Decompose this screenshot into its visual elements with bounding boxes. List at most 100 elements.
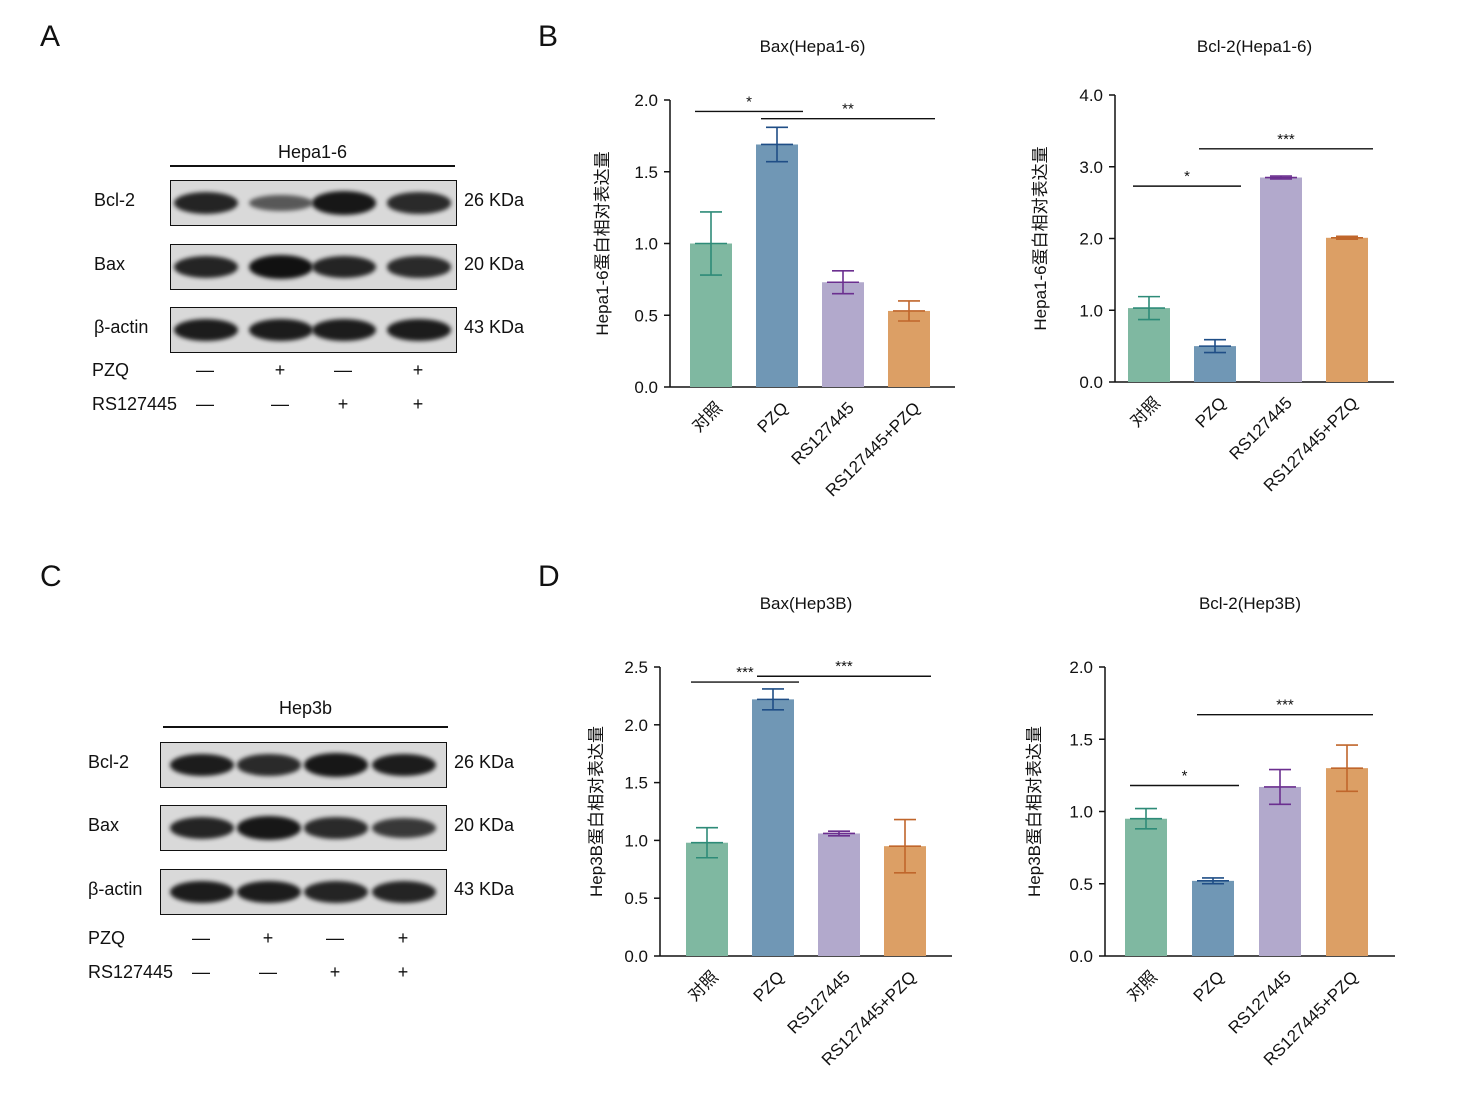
treatment-sign: + bbox=[412, 360, 424, 380]
y-tick-label: 2.0 bbox=[1069, 658, 1093, 677]
chart-title: Bcl-2(Hepa1-6) bbox=[1197, 37, 1312, 56]
bar bbox=[822, 282, 864, 387]
blot-row-label: β-actin bbox=[94, 317, 149, 337]
x-tick-label: RS127445 bbox=[1226, 393, 1296, 463]
x-tick-label: 对照 bbox=[688, 398, 725, 435]
x-tick-label: PZQ bbox=[754, 398, 792, 436]
y-tick-label: 0.0 bbox=[624, 947, 648, 966]
significance-marker: *** bbox=[1277, 131, 1295, 148]
x-tick-label: 对照 bbox=[1123, 967, 1160, 1004]
blot-band bbox=[387, 192, 451, 214]
blot-band bbox=[372, 881, 436, 903]
blot-band bbox=[304, 881, 368, 903]
treatment-sign: + bbox=[262, 928, 274, 948]
blot-band bbox=[170, 880, 234, 904]
bar bbox=[756, 144, 798, 387]
blot-group-label: Hepa1-6 bbox=[277, 142, 348, 162]
bar-chart-bcl2-hep3b: Bcl-2(Hep3B) Hep3B蛋白相对表达量 0.0 0.5 1.0 1.5 2.0 对… bbox=[1025, 594, 1395, 1069]
blot-band bbox=[312, 318, 376, 342]
treatment-sign: + bbox=[329, 962, 341, 982]
blot-band-frame bbox=[170, 180, 457, 226]
blot-band bbox=[249, 318, 313, 342]
blot-row-label: Bcl-2 bbox=[94, 190, 136, 210]
blot-molecular-weight: 26 KDa bbox=[464, 190, 525, 210]
chart-title: Bax(Hepa1-6) bbox=[760, 37, 866, 56]
y-tick-label: 1.5 bbox=[1069, 730, 1093, 749]
bar bbox=[1259, 786, 1301, 956]
y-tick-label: 1.0 bbox=[624, 831, 648, 850]
blot-band bbox=[387, 256, 451, 278]
y-tick-label: 0.0 bbox=[1069, 947, 1093, 966]
blot-molecular-weight: 43 KDa bbox=[454, 879, 515, 899]
y-axis-label: Hepa1-6蛋白相对表达量 bbox=[1031, 146, 1050, 330]
y-tick-label: 2.0 bbox=[1079, 230, 1103, 249]
blot-group-line bbox=[170, 165, 455, 167]
bar-chart-bax-hepa1-6: Bax(Hepa1-6) Hepa1-6蛋白相对表达量 0.0 0.5 1.0 1.5 2.… bbox=[593, 37, 955, 500]
significance-marker: *** bbox=[835, 658, 853, 675]
blot-band bbox=[174, 318, 238, 342]
y-axis-label: Hepa1-6蛋白相对表达量 bbox=[593, 151, 612, 335]
treatment-sign: + bbox=[397, 962, 409, 982]
bar-chart-bax-hep3b: Bax(Hep3B) Hep3B蛋白相对表达量 0.0 0.5 1.0 1.5 2.0 2.5… bbox=[587, 594, 952, 1069]
treatment-sign: — bbox=[192, 962, 210, 982]
treatment-sign: — bbox=[334, 360, 352, 380]
blot-band bbox=[372, 753, 436, 777]
y-axis-label: Hep3B蛋白相对表达量 bbox=[1025, 726, 1044, 897]
blot-band bbox=[312, 191, 376, 215]
x-tick-label: RS127445 bbox=[788, 398, 858, 468]
y-tick-label: 2.0 bbox=[624, 716, 648, 735]
y-tick-label: 1.5 bbox=[634, 163, 658, 182]
significance-marker: *** bbox=[1276, 697, 1294, 714]
x-tick-label: PZQ bbox=[750, 967, 788, 1005]
x-tick-label: RS127445 bbox=[784, 967, 854, 1037]
y-tick-label: 3.0 bbox=[1079, 158, 1103, 177]
panel-label-c: C bbox=[40, 560, 62, 593]
y-tick-label: 2.0 bbox=[634, 91, 658, 110]
significance-marker: * bbox=[746, 93, 752, 110]
bar bbox=[1192, 880, 1234, 956]
y-tick-label: 1.0 bbox=[1079, 301, 1103, 320]
bar bbox=[686, 842, 728, 956]
bar-chart-bcl2-hepa1-6: Bcl-2(Hepa1-6) Hepa1-6蛋白相对表达量 0.0 1.0 2.0 3.0… bbox=[1031, 37, 1394, 495]
y-tick-label: 0.0 bbox=[634, 378, 658, 397]
blot-band bbox=[249, 194, 313, 212]
y-axis-label: Hep3B蛋白相对表达量 bbox=[587, 726, 606, 897]
blot-band-frame bbox=[160, 805, 447, 851]
blot-row-label: Bax bbox=[94, 254, 126, 274]
treatment-sign: + bbox=[337, 394, 349, 414]
treatment-sign: — bbox=[196, 394, 214, 414]
blot-band-frame bbox=[170, 307, 457, 353]
blot-band bbox=[174, 256, 238, 278]
treatment-sign: + bbox=[412, 394, 424, 414]
y-tick-label: 2.5 bbox=[624, 658, 648, 677]
treatment-sign: — bbox=[259, 962, 277, 982]
blot-band bbox=[170, 817, 234, 839]
y-tick-label: 1.0 bbox=[1069, 803, 1093, 822]
bar bbox=[1260, 177, 1302, 382]
y-tick-label: 0.5 bbox=[1069, 875, 1093, 894]
y-tick-label: 0.5 bbox=[624, 889, 648, 908]
blot-band-frame bbox=[160, 742, 447, 788]
blot-band bbox=[237, 754, 301, 776]
panel-label-b: B bbox=[538, 20, 559, 53]
blot-band bbox=[312, 256, 376, 278]
y-tick-label: 1.5 bbox=[624, 774, 648, 793]
y-tick-label: 4.0 bbox=[1079, 86, 1103, 105]
blot-band bbox=[237, 880, 301, 904]
y-tick-label: 1.0 bbox=[634, 235, 658, 254]
y-tick-label: 0.0 bbox=[1079, 373, 1103, 392]
panel-label-d: D bbox=[538, 560, 560, 593]
treatment-label: PZQ bbox=[88, 928, 126, 948]
blot-band bbox=[372, 818, 436, 838]
blot-row-label: β-actin bbox=[88, 879, 143, 899]
blot-molecular-weight: 20 KDa bbox=[454, 815, 515, 835]
treatment-label: RS127445 bbox=[92, 394, 178, 414]
blot-group-line bbox=[163, 726, 448, 728]
significance-marker: * bbox=[1184, 168, 1190, 185]
treatment-sign: — bbox=[192, 928, 210, 948]
blot-band bbox=[237, 816, 301, 840]
treatment-sign: + bbox=[274, 360, 286, 380]
x-tick-label: RS127445 bbox=[1225, 967, 1295, 1037]
significance-marker: * bbox=[1182, 767, 1188, 784]
bar bbox=[1125, 818, 1167, 956]
